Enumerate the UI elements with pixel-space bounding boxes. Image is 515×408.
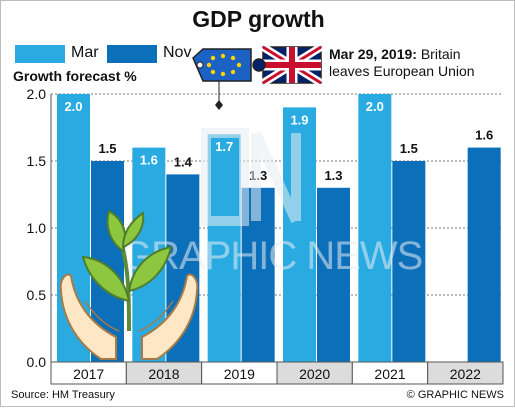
value-label: 1.3 (324, 168, 342, 183)
value-labels: 2.01.61.71.92.01.51.41.3 1.31.51.6 (64, 99, 493, 183)
value-label: 2.0 (366, 99, 384, 114)
value-label: 2.0 (64, 99, 82, 114)
y-tick-labels: 0.0 0.5 1.0 1.5 2.0 (27, 86, 47, 370)
legend-swatch-nov (107, 45, 157, 63)
y-tick-label: 1.5 (27, 153, 47, 169)
bar-nov-2022 (467, 147, 501, 362)
y-tick-label: 0.0 (27, 354, 47, 370)
eu-flag-icon (192, 48, 252, 110)
legend-label-mar: Mar (71, 44, 99, 61)
bar-mar-2021 (358, 94, 392, 362)
x-tick-label: 2021 (374, 366, 405, 382)
uk-flag-icon (252, 43, 324, 87)
x-tick-label: 2019 (224, 366, 255, 382)
value-label: 1.5 (400, 141, 418, 156)
graphic-news-logo-watermark: GRAPHIC NEWS (121, 128, 423, 278)
x-tick-label: 2022 (450, 366, 481, 382)
value-label: 1.4 (174, 154, 193, 169)
x-axis: 2017 2018 2019 2020 2021 2022 (50, 361, 504, 385)
value-label: 1.9 (290, 112, 308, 127)
y-tick-label: 0.5 (27, 287, 47, 303)
plant-in-hands-icon (59, 209, 199, 360)
value-label: 1.6 (140, 153, 158, 168)
y-axis-label: Growth forecast % (13, 68, 137, 84)
credit: © GRAPHIC NEWS (406, 389, 504, 401)
annotation-text-1: Britain (420, 46, 461, 62)
x-tick-label: 2017 (73, 366, 104, 382)
legend-swatch-mar (15, 45, 65, 63)
legend-label-nov: Nov (163, 44, 192, 61)
chart-title: GDP growth (192, 6, 325, 32)
brexit-annotation: Mar 29, 2019: Britain leaves European Un… (329, 46, 509, 80)
x-tick-label: 2018 (148, 366, 179, 382)
annotation-text-2: leaves European Union (329, 63, 475, 79)
value-label: 1.5 (98, 141, 116, 156)
bar-nov-2021 (392, 161, 426, 362)
bar-mar-2019 (207, 134, 241, 362)
watermark-text: GRAPHIC NEWS (121, 234, 422, 278)
bars (57, 94, 501, 363)
bar-nov-2020 (317, 187, 350, 362)
value-label: 1.7 (215, 139, 233, 154)
source-note: Source: HM Treasury (11, 389, 115, 401)
y-tick-label: 2.0 (27, 86, 47, 102)
x-axis-cell (427, 361, 504, 385)
x-tick-label: 2020 (299, 366, 330, 382)
annotation-date: Mar 29, 2019: (329, 46, 417, 62)
value-label: 1.6 (475, 128, 493, 143)
y-tick-label: 1.0 (27, 220, 47, 236)
